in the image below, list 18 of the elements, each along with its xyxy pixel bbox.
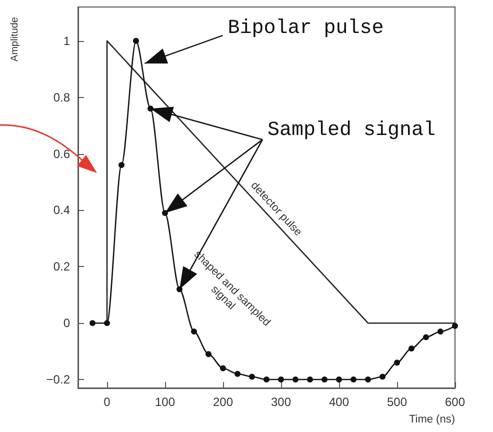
y-tick-label: 0.6 — [53, 146, 70, 161]
y-tick-label: −0.2 — [46, 372, 70, 387]
y-axis-title: Amplitude — [10, 16, 20, 62]
x-tick-label: 600 — [444, 395, 466, 409]
x-tick-label: 500 — [386, 395, 408, 409]
x-tick-label: 0 — [104, 395, 111, 409]
x-tick-label: 100 — [154, 395, 176, 409]
x-tick-label: 400 — [328, 395, 350, 409]
x-axis-title: Time (ns) — [408, 414, 455, 426]
y-tick-label: 1 — [63, 34, 70, 48]
annotation: Bipolar pulse — [228, 16, 384, 40]
annotation: Sampled signal — [268, 119, 436, 142]
y-tick-label: 0.2 — [53, 260, 70, 274]
x-tick-label: 300 — [270, 395, 292, 409]
y-tick-label: 0.4 — [53, 203, 70, 218]
x-tick-label: 200 — [212, 395, 234, 409]
y-tick-label: 0.8 — [53, 90, 70, 104]
y-tick-label: 0 — [63, 316, 70, 330]
